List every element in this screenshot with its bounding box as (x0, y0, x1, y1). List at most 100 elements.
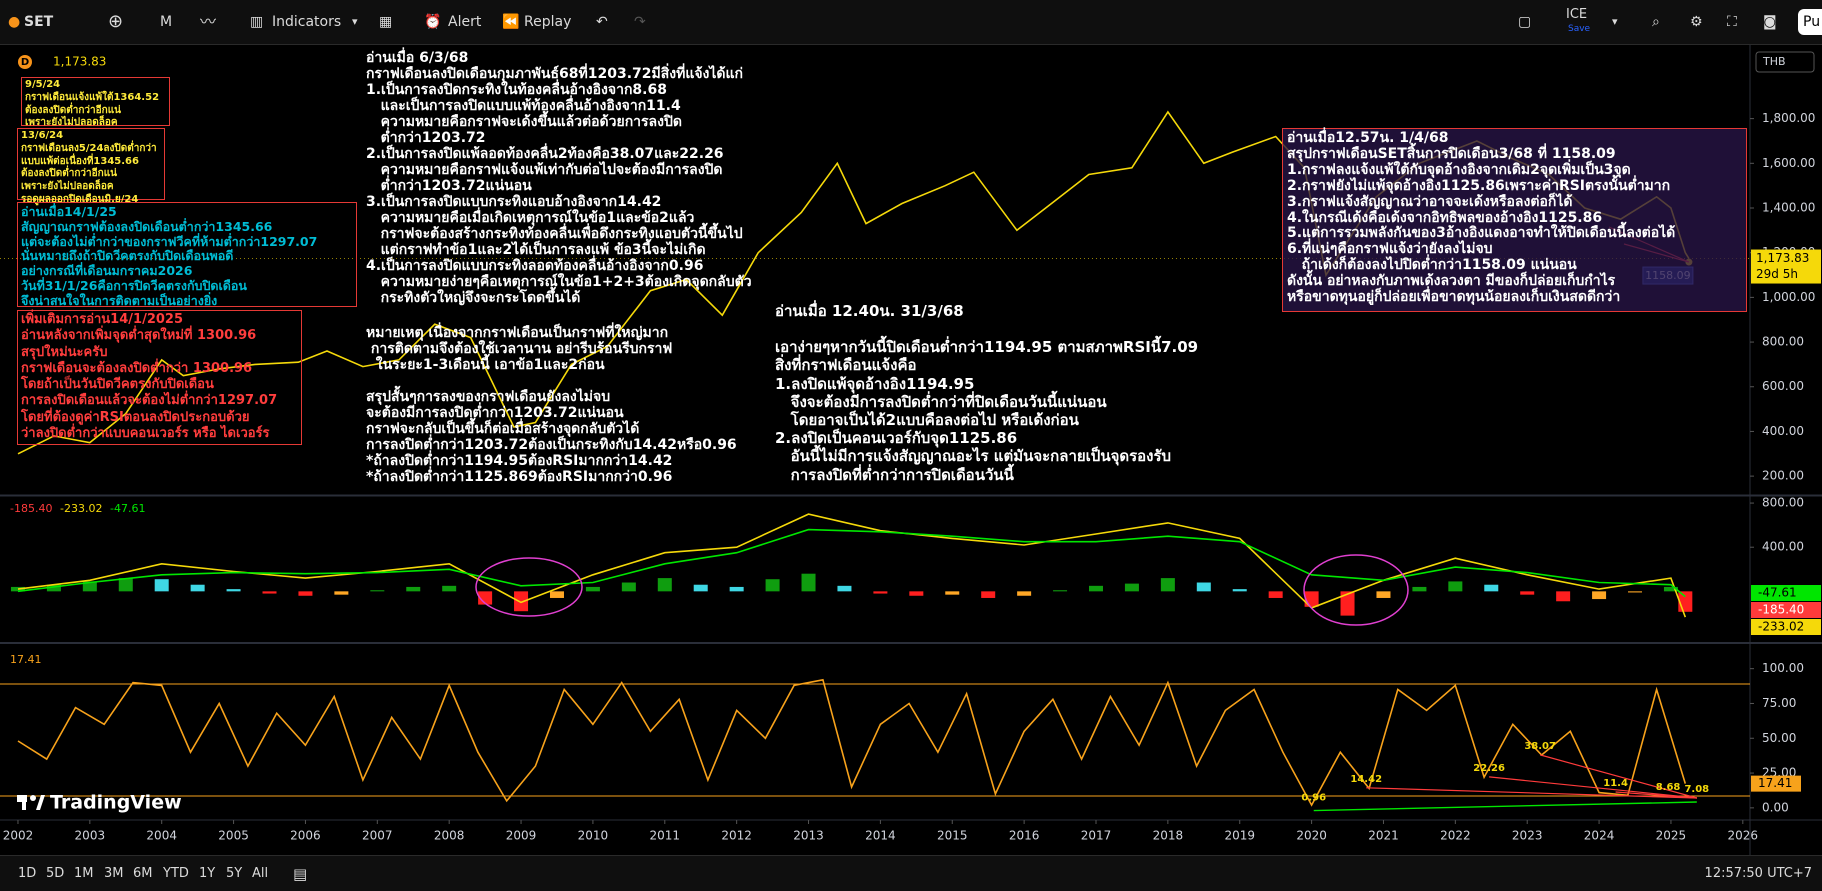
note-line: อ่านหลังจากเพิ่มจุดต่ำสุดใหม่ที่ 1300.96 (21, 328, 257, 344)
range-button[interactable]: 5D (46, 866, 65, 881)
note-line: สรุปสั้นๆการลงของกราฟเดือนยังลงไม่จบ (366, 389, 611, 405)
histogram-bar (729, 586, 744, 592)
note-line: สรุปกราฟเดือนSETสิ้นการปิดเดือน3/68 ที่ … (1287, 145, 1616, 162)
undo-button[interactable]: ↶ (596, 14, 608, 30)
note-line: ต้องลงปิดต่ำกว่าอีกแน่ (21, 168, 117, 180)
histogram-bar (1196, 582, 1211, 592)
y-tick-label: 1,400.00 (1762, 200, 1815, 214)
note-line: ต่ำกว่า1203.72แน่นอน (366, 178, 532, 194)
range-button[interactable]: 6M (133, 866, 153, 881)
note-line: การลงปิดเดือนแล้วจะต้องไม่ต่ำกว่า1297.07 (21, 393, 278, 409)
rsi-point-label: 8.68 (1656, 782, 1681, 793)
symbol[interactable]: SET (24, 14, 54, 30)
logo-mark (22, 795, 26, 810)
histogram-bar (1412, 586, 1427, 592)
rsi-trend-line (1668, 795, 1697, 799)
histogram-bar (657, 578, 672, 592)
currency-box (1755, 51, 1815, 73)
top-toolbar: ● SET ⊕ M 〰 ▥ Indicators ▾ ▦ ⏰ Alert ⏪ R… (0, 0, 1822, 45)
x-tick-label: 2009 (506, 829, 537, 843)
range-button[interactable]: YTD (163, 866, 189, 881)
x-tick-label: 2019 (1224, 829, 1255, 843)
fullscreen-button[interactable]: ⛶ (1727, 14, 1737, 30)
note-line: กราฟเดือนลง5/24ลงปิดต่ำกว่า (21, 142, 157, 154)
note-line: ในระยะ1-3เดือนนี้ เอาข้อ1และ2ก่อน (366, 357, 605, 373)
date-range-button[interactable]: ▤ (293, 865, 308, 883)
highlight-ellipse (475, 557, 583, 617)
legend-symbol-badge (18, 55, 32, 69)
y-tick-label: 1,800.00 (1762, 111, 1815, 125)
rsi-value-tag-label: 17.41 (1758, 776, 1792, 790)
alert-button[interactable]: Alert (448, 14, 482, 30)
histogram-bar (370, 590, 385, 592)
note-line: 1.ลงปิดแพ้จุดอ้างอิง1194.95 (775, 374, 975, 393)
histogram-bar (118, 578, 133, 592)
last-price-tag (1751, 249, 1821, 284)
histogram-bar (190, 584, 205, 592)
note-box: สรุปสั้นๆการลงของกราฟเดือนยังลงไม่จบ จะต้… (366, 389, 737, 485)
note-line: กราฟเดือนลงปิดเดือนกุมภาพันธ์68ที่1203.7… (366, 66, 744, 82)
histogram-bar (10, 586, 25, 592)
rsi-point-label: 22.26 (1473, 763, 1505, 774)
compare-button[interactable]: ⊕ (108, 11, 124, 32)
note-box: อ่านเมื่อ 6/3/68 กราฟเดือนลงปิดเดือนกุมภา… (366, 50, 752, 306)
note-line: กราฟจะต้องสร้างกระทิงท้องคลื่นเพื่อดึงกร… (366, 226, 743, 242)
note-box: 13/6/24 กราฟเดือนลง5/24ลงปิดต่ำกว่า แบบแพ้… (17, 128, 165, 205)
note-line: การลงปิดต่ำกว่า1203.72ต้องเป็นกระทิงกับ1… (366, 437, 737, 453)
range-button[interactable]: 1Y (199, 866, 216, 881)
y-tick-label: 400.00 (1762, 424, 1804, 438)
histogram-bar (298, 591, 313, 596)
histogram-bar (478, 591, 493, 605)
note-line: ความหมายคือเมื่อเกิดเหตุการณ์ในข้อ1และข้… (366, 210, 695, 226)
x-tick-label: 2004 (146, 829, 177, 843)
highlight-ellipse (1303, 554, 1409, 626)
note-box: เพิ่มเติมการอ่าน14/1/2025 อ่านหลังจากเพิ่… (17, 310, 302, 445)
x-tick-label: 2017 (1081, 829, 1112, 843)
indicator-value-tag (1751, 585, 1821, 601)
templates-button[interactable]: ▦ (379, 14, 393, 30)
note-line: กราฟเดือนแจ้งแพ้ใต้1364.52 (25, 91, 160, 103)
publish-button[interactable]: Pu (1798, 9, 1822, 35)
range-button[interactable]: 3M (104, 866, 124, 881)
layout-name[interactable]: ICE (1566, 7, 1588, 22)
clock: 12:57:50 UTC+7 (1704, 866, 1812, 881)
histogram-bar (1592, 591, 1607, 600)
interval-button[interactable]: M (160, 14, 173, 30)
layout-button[interactable]: ▢ (1518, 14, 1532, 30)
replay-button[interactable]: Replay (524, 14, 572, 30)
layout-dropdown[interactable]: ▾ (1612, 15, 1618, 28)
note-line: กราฟเดือนจะต้องลงปิดต่ำกว่า 1300.96 (21, 360, 253, 376)
histogram-bar (514, 591, 529, 612)
legend-last-price: 1,173.83 (53, 55, 106, 69)
histogram-bar (46, 584, 61, 592)
histogram-bar (1448, 581, 1463, 592)
note-box: อ่านเมื่อ12.57น. 1/4/68 สรุปกราฟเดือนSETส… (1282, 128, 1747, 312)
snapshot-button[interactable]: ◙ (1763, 14, 1777, 30)
range-button[interactable]: 5Y (226, 866, 243, 881)
indicators-button[interactable]: Indicators (272, 14, 342, 30)
range-button[interactable]: All (252, 866, 269, 881)
note-line: สัญญาณกราฟต้องลงปิดเดือนต่ำกว่า1345.66 (21, 218, 273, 234)
redo-button[interactable]: ↷ (634, 14, 646, 30)
histogram-bar (585, 586, 600, 592)
range-button[interactable]: 1M (74, 866, 94, 881)
rsi-point-label: 11.4 (1603, 778, 1628, 789)
histogram-bar (981, 591, 996, 598)
histogram-bar (334, 591, 349, 595)
note-line: โดยถ้าเป็นวันปิดวีคตรงกับปิดเดือน (21, 377, 214, 393)
search-button[interactable]: ⌕ (1652, 14, 1660, 30)
dropdown-arrow[interactable]: ▾ (352, 15, 358, 28)
note-line: ต่ำกว่า1203.72 (366, 130, 486, 146)
last-price-tag-label: 1,173.83 (1756, 251, 1809, 265)
histogram-bar (693, 584, 708, 592)
settings-button[interactable]: ⚙ (1690, 14, 1703, 30)
chart-type-button[interactable]: 〰 (200, 12, 217, 31)
series-line (17, 678, 1687, 807)
y-tick-label: 600.00 (1762, 379, 1804, 393)
range-button[interactable]: 1D (18, 866, 37, 881)
note-line: สิ่งที่กราฟเดือนแจ้งคือ (775, 356, 917, 375)
note-line: ต้องลงปิดต่ำกว่าอีกแน่ (25, 104, 121, 116)
note-line: การลงปิดที่ต่ำกว่าการปิดเดือนวันนี้ (775, 465, 1014, 484)
note-line: โดยอาจเป็นได้2แบบคือลงต่อไป หรือเด้งก่อน (775, 411, 1079, 430)
histogram-bar (945, 591, 960, 595)
